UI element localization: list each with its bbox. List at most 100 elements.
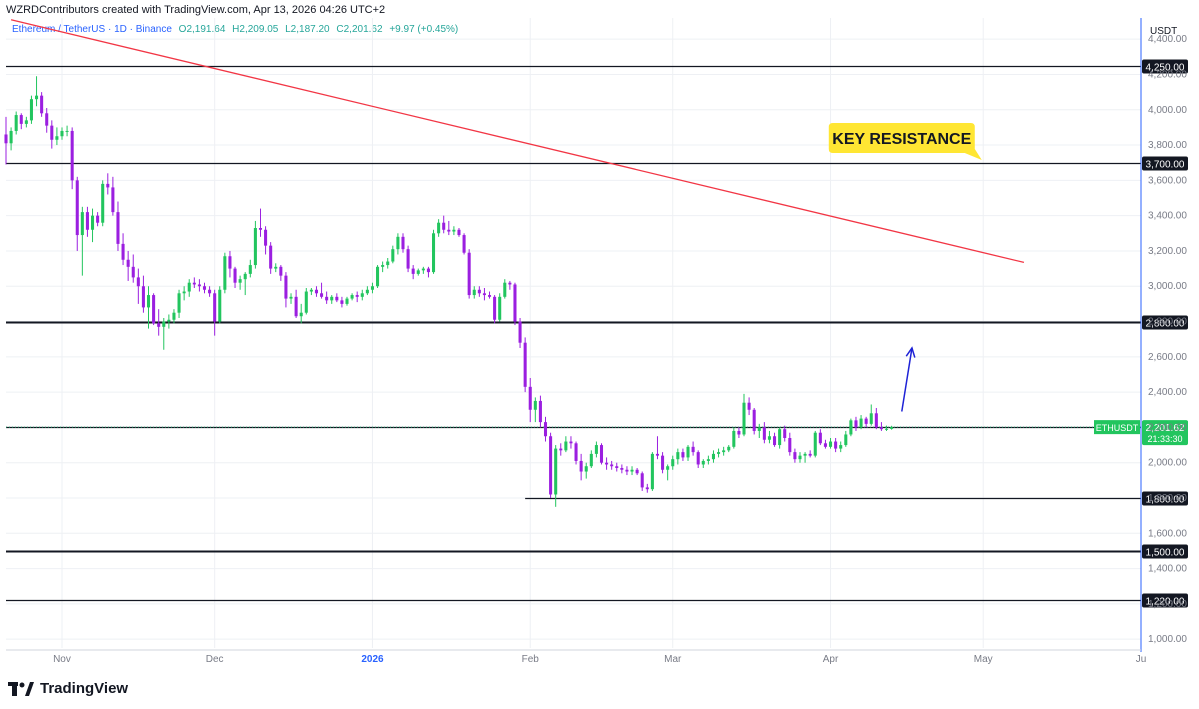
candle-body: [253, 228, 257, 266]
level-price-label: 4,250.00: [1146, 63, 1185, 74]
candle-body: [238, 279, 242, 283]
candle-body: [304, 291, 308, 313]
key-resistance-callout-text: KEY RESISTANCE: [832, 131, 971, 148]
candle-body: [116, 212, 120, 244]
candle-body: [564, 441, 568, 451]
candles: [4, 76, 894, 507]
candle-body: [167, 319, 171, 322]
candle-body: [96, 215, 100, 223]
level-price-tag: [1142, 593, 1188, 608]
symbol-tag-label: ETHUSDT: [1096, 423, 1139, 433]
countdown-label: 21:33:30: [1147, 434, 1182, 444]
candle-body: [793, 452, 797, 460]
candle-body: [681, 452, 685, 458]
candle-body: [747, 402, 751, 410]
x-tick-label: Feb: [522, 654, 540, 665]
candle-body: [90, 215, 95, 230]
x-tick-label: Mar: [664, 654, 682, 665]
candle-body: [813, 432, 817, 456]
candle-body: [477, 289, 481, 294]
tradingview-logo-icon: [8, 681, 34, 696]
y-tick-label: 2,800.00: [1148, 317, 1187, 328]
candle-body: [589, 453, 593, 467]
candle-body: [202, 286, 207, 290]
candle-body: [864, 418, 868, 424]
candle-body: [152, 295, 156, 324]
candle-body: [778, 429, 782, 446]
candle-body: [19, 115, 23, 124]
y-tick-label: 3,800.00: [1148, 140, 1187, 151]
candle-body: [701, 460, 705, 465]
tradingview-logo[interactable]: TradingView: [8, 680, 128, 697]
candle-body: [65, 130, 69, 132]
y-tick-label: 3,400.00: [1148, 211, 1187, 222]
candle-body: [798, 455, 802, 460]
y-tick-label: 2,600.00: [1148, 352, 1187, 363]
candle-body: [538, 400, 542, 423]
candle-body: [615, 466, 619, 468]
candle-body: [14, 115, 18, 131]
candle-body: [370, 286, 374, 290]
candle-body: [493, 296, 497, 320]
level-price-tag: [1142, 59, 1188, 74]
candle-body: [717, 452, 721, 454]
candle-body: [437, 222, 441, 234]
candle-body: [182, 291, 186, 294]
level-price-tag: [1142, 315, 1188, 330]
candle-body: [783, 429, 787, 438]
candle-body: [890, 427, 894, 429]
ohlc-high: H2,209.05: [232, 24, 279, 35]
level-price-tag: [1142, 156, 1188, 171]
ohlc-change: +9.97 (+0.45%): [389, 24, 459, 35]
currency-label: USDT: [1150, 26, 1177, 37]
time-axis[interactable]: Nov Dec 2026 Feb Mar Apr May Ju: [6, 649, 1147, 665]
candle-body: [854, 420, 858, 428]
level-price-label: 1,220.00: [1146, 597, 1185, 608]
candle-body: [228, 256, 232, 269]
candle-body: [773, 436, 777, 446]
candle-body: [248, 265, 252, 274]
candle-body: [752, 409, 756, 431]
candle-body: [884, 428, 889, 430]
price-axis[interactable]: 1,000.00 1,200.00 1,400.00 1,600.00 1,800.00…: [1140, 18, 1187, 652]
candle-body: [849, 420, 853, 435]
chart-credit: WZRDContributors created with TradingVie…: [6, 4, 386, 16]
y-tick-label: 4,400.00: [1148, 34, 1187, 45]
candle-body: [742, 402, 746, 435]
symbol-tag: [1094, 420, 1140, 435]
candle-body: [650, 453, 654, 490]
y-tick-label: 1,800.00: [1148, 493, 1187, 504]
candle-body: [818, 432, 822, 444]
candle-body: [29, 99, 33, 121]
candle-body: [106, 183, 110, 188]
candle-body: [844, 434, 848, 446]
candle-body: [457, 229, 461, 236]
candle-body: [223, 256, 227, 290]
candle-body: [808, 453, 812, 456]
candle-body: [533, 400, 537, 410]
candle-body: [391, 249, 395, 262]
candle-body: [655, 453, 660, 456]
y-tick-label: 2,400.00: [1148, 387, 1187, 398]
candlestick-chart[interactable]: 4,250.00 3,700.00 2,800.00 2,200.00 1,800.00…: [0, 0, 1199, 680]
candle-body: [447, 229, 451, 232]
x-tick-label: Ju: [1136, 654, 1147, 665]
level-price-tag: [1142, 544, 1188, 559]
candle-body: [462, 235, 466, 253]
candle-body: [666, 466, 670, 470]
candle-body: [829, 441, 833, 447]
y-tick-label: 1,200.00: [1148, 599, 1187, 610]
ohlc-low: L2,187.20: [285, 24, 330, 35]
candle-body: [482, 293, 486, 296]
symbol-legend: Ethereum / TetherUS · 1D · Binance O2,19…: [12, 24, 462, 35]
candle-body: [671, 459, 675, 467]
candle-body: [60, 130, 64, 137]
candle-body: [706, 459, 710, 461]
candle-body: [610, 464, 614, 467]
candle-body: [528, 386, 532, 410]
candle-body: [85, 212, 89, 230]
y-tick-label: 3,200.00: [1148, 246, 1187, 257]
candle-body: [594, 445, 598, 454]
candle-body: [243, 273, 247, 280]
candle-body: [569, 441, 573, 444]
